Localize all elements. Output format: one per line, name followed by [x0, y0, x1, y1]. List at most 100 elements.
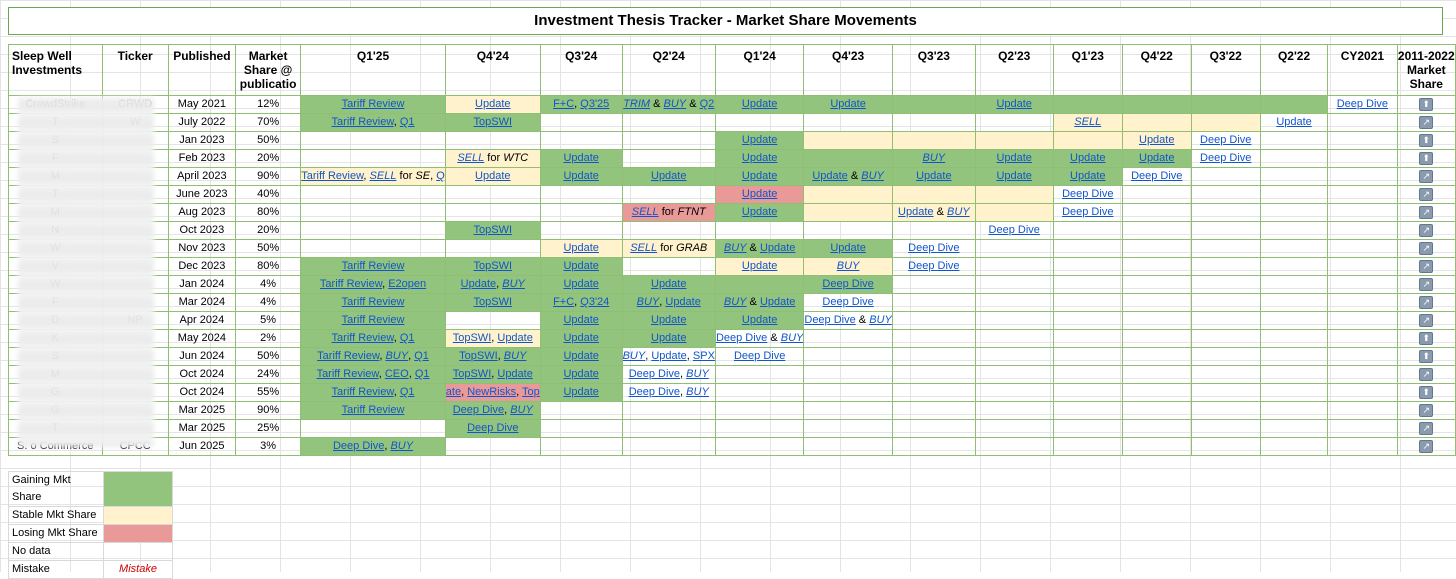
cell-link[interactable]: Q1	[399, 116, 415, 128]
cell-link[interactable]: Update	[830, 98, 866, 110]
cell-link[interactable]: Update	[563, 170, 599, 182]
cell-link[interactable]: Update	[563, 368, 599, 380]
cell-link[interactable]: BUY	[502, 278, 525, 290]
quarter-cell[interactable]	[1327, 275, 1398, 294]
quarter-cell[interactable]: TopSWI	[444, 221, 541, 240]
quarter-cell[interactable]	[621, 149, 716, 168]
cell-link[interactable]: TRIM	[623, 98, 651, 110]
quarter-cell[interactable]	[1259, 185, 1329, 204]
quarter-cell[interactable]: Update	[539, 311, 623, 330]
quarter-cell[interactable]	[974, 329, 1054, 348]
quarter-cell[interactable]: Deep Dive, BUY	[444, 401, 541, 420]
quarter-cell[interactable]	[1327, 167, 1398, 186]
quarter-cell[interactable]: Tariff Review, SELL for SE, Q	[300, 167, 446, 186]
cell-link[interactable]: Q1	[414, 368, 430, 380]
column-header[interactable]: Q1'24	[714, 44, 805, 96]
cell-link[interactable]: Deep Dive	[804, 314, 856, 326]
quarter-cell[interactable]	[891, 131, 976, 150]
cell-link[interactable]: Q1	[414, 350, 429, 362]
quarter-cell[interactable]	[1327, 149, 1398, 168]
quarter-cell[interactable]	[621, 221, 716, 240]
cell-link[interactable]: Deep Dive	[908, 260, 960, 272]
column-header[interactable]: Sleep Well Investments	[8, 44, 103, 96]
quarter-cell[interactable]: TRIM & BUY & Q2	[621, 95, 716, 114]
quarter-cell[interactable]: Tariff Review, E2open	[300, 275, 446, 294]
quarter-cell[interactable]: Update	[974, 167, 1054, 186]
cell-link[interactable]: Deep Dive	[1062, 206, 1114, 218]
quarter-cell[interactable]: Deep Dive	[1121, 167, 1192, 186]
quarter-cell[interactable]	[1259, 401, 1329, 420]
cell-link[interactable]: F+C	[553, 98, 575, 110]
quarter-cell[interactable]	[891, 383, 976, 402]
quarter-cell[interactable]	[1327, 347, 1398, 366]
quarter-cell[interactable]: Update	[444, 95, 541, 114]
quarter-cell[interactable]	[621, 257, 716, 276]
quarter-cell[interactable]	[1259, 167, 1329, 186]
cell-link[interactable]: Tariff Review	[331, 332, 394, 344]
quarter-cell[interactable]: Update	[539, 149, 623, 168]
quarter-cell[interactable]	[714, 419, 805, 438]
cell-link[interactable]: Update	[996, 98, 1032, 110]
quarter-cell[interactable]	[1190, 203, 1261, 222]
quarter-cell[interactable]: Deep Dive	[1052, 185, 1123, 204]
cell-link[interactable]: SELL	[630, 242, 658, 254]
cell-link[interactable]: BUY	[780, 332, 804, 344]
quarter-cell[interactable]: ate, NewRisks, Top	[444, 383, 541, 402]
cell-link[interactable]: Update	[741, 98, 778, 110]
quarter-cell[interactable]	[1121, 185, 1192, 204]
quarter-cell[interactable]	[891, 311, 976, 330]
quarter-cell[interactable]: Update	[714, 203, 805, 222]
column-header[interactable]: Q4'24	[444, 44, 541, 96]
quarter-cell[interactable]	[891, 95, 976, 114]
quarter-cell[interactable]	[803, 401, 893, 420]
quarter-cell[interactable]	[1052, 311, 1123, 330]
quarter-cell[interactable]	[539, 401, 623, 420]
cell-link[interactable]: BUY	[946, 206, 970, 218]
cell-link[interactable]: SELL	[1074, 116, 1102, 128]
quarter-cell[interactable]: TopSWI, Update	[444, 329, 541, 348]
quarter-cell[interactable]	[444, 131, 541, 150]
cell-link[interactable]: Deep Dive	[822, 296, 874, 308]
column-header[interactable]: Q1'25	[300, 44, 446, 96]
quarter-cell[interactable]	[621, 401, 716, 420]
quarter-cell[interactable]: Update	[803, 95, 893, 114]
quarter-cell[interactable]	[1259, 275, 1329, 294]
quarter-cell[interactable]: Update	[539, 167, 623, 186]
column-header[interactable]: Q1'23	[1052, 44, 1123, 96]
column-header[interactable]: Q3'22	[1190, 44, 1261, 96]
quarter-cell[interactable]	[1190, 95, 1261, 114]
quarter-cell[interactable]	[803, 203, 893, 222]
cell-link[interactable]: SELL	[369, 170, 397, 182]
quarter-cell[interactable]	[1190, 167, 1261, 186]
quarter-cell[interactable]: Deep Dive	[714, 347, 805, 366]
cell-link[interactable]: Update	[563, 152, 599, 164]
quarter-cell[interactable]	[300, 203, 446, 222]
quarter-cell[interactable]	[1327, 401, 1398, 420]
cell-link[interactable]: Tariff Review	[341, 260, 405, 272]
quarter-cell[interactable]	[1327, 311, 1398, 330]
cell-link[interactable]: Update	[1070, 170, 1106, 182]
column-header[interactable]: 2011-2022 Market Share	[1396, 44, 1456, 96]
cell-link[interactable]: Update	[996, 152, 1032, 164]
quarter-cell[interactable]: Update	[444, 167, 541, 186]
quarter-cell[interactable]: Tariff Review	[300, 257, 446, 276]
quarter-cell[interactable]	[1259, 239, 1329, 258]
quarter-cell[interactable]	[1327, 113, 1398, 132]
quarter-cell[interactable]	[1052, 275, 1123, 294]
cell-link[interactable]: Tariff Review	[341, 296, 405, 308]
quarter-cell[interactable]	[1121, 257, 1192, 276]
quarter-cell[interactable]	[1327, 437, 1398, 456]
quarter-cell[interactable]: Deep Dive & BUY	[714, 329, 805, 348]
cell-link[interactable]: Tariff Review	[341, 404, 405, 416]
cell-link[interactable]: Tariff Review	[331, 116, 394, 128]
cell-link[interactable]: Update	[563, 260, 599, 272]
quarter-cell[interactable]	[621, 185, 716, 204]
quarter-cell[interactable]	[444, 239, 541, 258]
quarter-cell[interactable]: Tariff Review, Q1	[300, 329, 446, 348]
quarter-cell[interactable]	[974, 239, 1054, 258]
cell-link[interactable]: Tariff Review	[301, 170, 364, 182]
quarter-cell[interactable]	[803, 149, 893, 168]
cell-link[interactable]: Update	[563, 314, 599, 326]
quarter-cell[interactable]: Update	[621, 275, 716, 294]
quarter-cell[interactable]: Update	[539, 257, 623, 276]
